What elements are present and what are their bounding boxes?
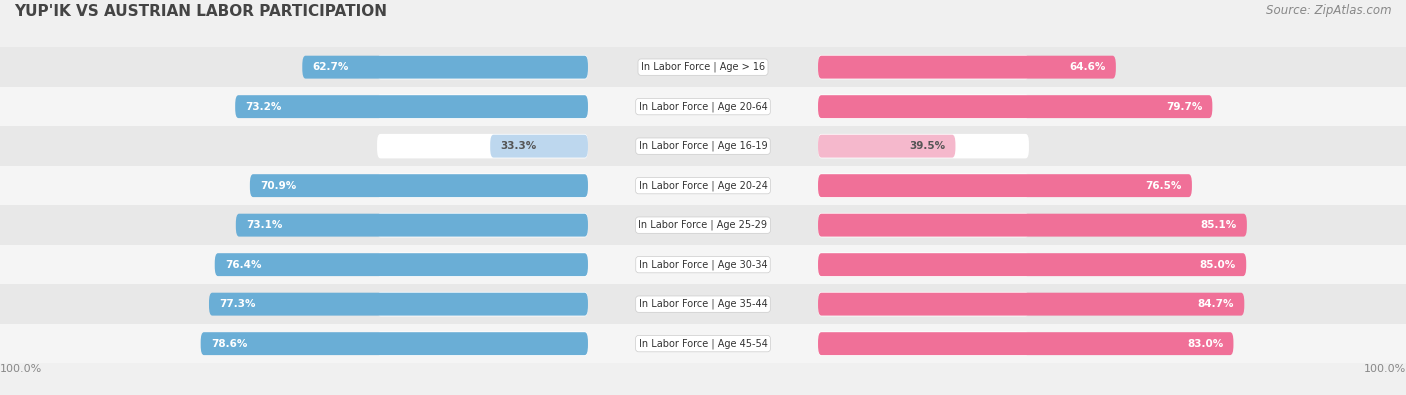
- Text: 78.6%: 78.6%: [211, 339, 247, 349]
- Text: 76.5%: 76.5%: [1146, 181, 1181, 191]
- FancyBboxPatch shape: [215, 253, 588, 276]
- FancyBboxPatch shape: [818, 94, 1029, 119]
- Text: 83.0%: 83.0%: [1187, 339, 1223, 349]
- Text: 39.5%: 39.5%: [910, 141, 945, 151]
- Text: 77.3%: 77.3%: [219, 299, 256, 309]
- FancyBboxPatch shape: [250, 174, 588, 197]
- FancyBboxPatch shape: [201, 332, 588, 355]
- Bar: [0, 284, 1406, 324]
- FancyBboxPatch shape: [818, 253, 1246, 276]
- FancyBboxPatch shape: [818, 56, 1116, 79]
- Text: 70.9%: 70.9%: [260, 181, 297, 191]
- Bar: [0, 245, 1406, 284]
- FancyBboxPatch shape: [818, 252, 1029, 277]
- Text: In Labor Force | Age 20-64: In Labor Force | Age 20-64: [638, 102, 768, 112]
- Text: In Labor Force | Age > 16: In Labor Force | Age > 16: [641, 62, 765, 72]
- FancyBboxPatch shape: [818, 213, 1029, 237]
- FancyBboxPatch shape: [377, 331, 588, 356]
- FancyBboxPatch shape: [818, 292, 1029, 316]
- FancyBboxPatch shape: [209, 293, 588, 316]
- FancyBboxPatch shape: [818, 332, 1233, 355]
- FancyBboxPatch shape: [818, 134, 1029, 158]
- FancyBboxPatch shape: [818, 95, 1212, 118]
- Text: 84.7%: 84.7%: [1198, 299, 1234, 309]
- Text: In Labor Force | Age 45-54: In Labor Force | Age 45-54: [638, 339, 768, 349]
- Text: In Labor Force | Age 20-24: In Labor Force | Age 20-24: [638, 181, 768, 191]
- FancyBboxPatch shape: [377, 292, 588, 316]
- Text: In Labor Force | Age 25-29: In Labor Force | Age 25-29: [638, 220, 768, 230]
- FancyBboxPatch shape: [818, 173, 1029, 198]
- FancyBboxPatch shape: [377, 252, 588, 277]
- Text: Source: ZipAtlas.com: Source: ZipAtlas.com: [1267, 4, 1392, 17]
- FancyBboxPatch shape: [236, 214, 588, 237]
- FancyBboxPatch shape: [491, 135, 588, 158]
- Text: 100.0%: 100.0%: [0, 364, 42, 374]
- Text: 100.0%: 100.0%: [1364, 364, 1406, 374]
- FancyBboxPatch shape: [377, 134, 588, 158]
- FancyBboxPatch shape: [377, 213, 588, 237]
- FancyBboxPatch shape: [818, 331, 1029, 356]
- Text: 76.4%: 76.4%: [225, 260, 262, 270]
- FancyBboxPatch shape: [235, 95, 588, 118]
- Text: 33.3%: 33.3%: [501, 141, 537, 151]
- FancyBboxPatch shape: [377, 94, 588, 119]
- Text: 85.1%: 85.1%: [1201, 220, 1237, 230]
- Text: 85.0%: 85.0%: [1199, 260, 1236, 270]
- Text: 79.7%: 79.7%: [1166, 102, 1202, 112]
- Bar: [0, 205, 1406, 245]
- FancyBboxPatch shape: [818, 174, 1192, 197]
- FancyBboxPatch shape: [377, 55, 588, 79]
- Bar: [0, 47, 1406, 87]
- Text: In Labor Force | Age 16-19: In Labor Force | Age 16-19: [638, 141, 768, 151]
- FancyBboxPatch shape: [377, 173, 588, 198]
- Text: 62.7%: 62.7%: [312, 62, 349, 72]
- FancyBboxPatch shape: [818, 55, 1029, 79]
- Text: In Labor Force | Age 30-34: In Labor Force | Age 30-34: [638, 260, 768, 270]
- Text: In Labor Force | Age 35-44: In Labor Force | Age 35-44: [638, 299, 768, 309]
- FancyBboxPatch shape: [818, 214, 1247, 237]
- Bar: [0, 166, 1406, 205]
- FancyBboxPatch shape: [818, 293, 1244, 316]
- Bar: [0, 126, 1406, 166]
- FancyBboxPatch shape: [818, 135, 956, 158]
- Bar: [0, 87, 1406, 126]
- Text: 64.6%: 64.6%: [1069, 62, 1105, 72]
- Text: YUP'IK VS AUSTRIAN LABOR PARTICIPATION: YUP'IK VS AUSTRIAN LABOR PARTICIPATION: [14, 4, 387, 19]
- Bar: [0, 324, 1406, 363]
- Text: 73.2%: 73.2%: [246, 102, 281, 112]
- Text: 73.1%: 73.1%: [246, 220, 283, 230]
- FancyBboxPatch shape: [302, 56, 588, 79]
